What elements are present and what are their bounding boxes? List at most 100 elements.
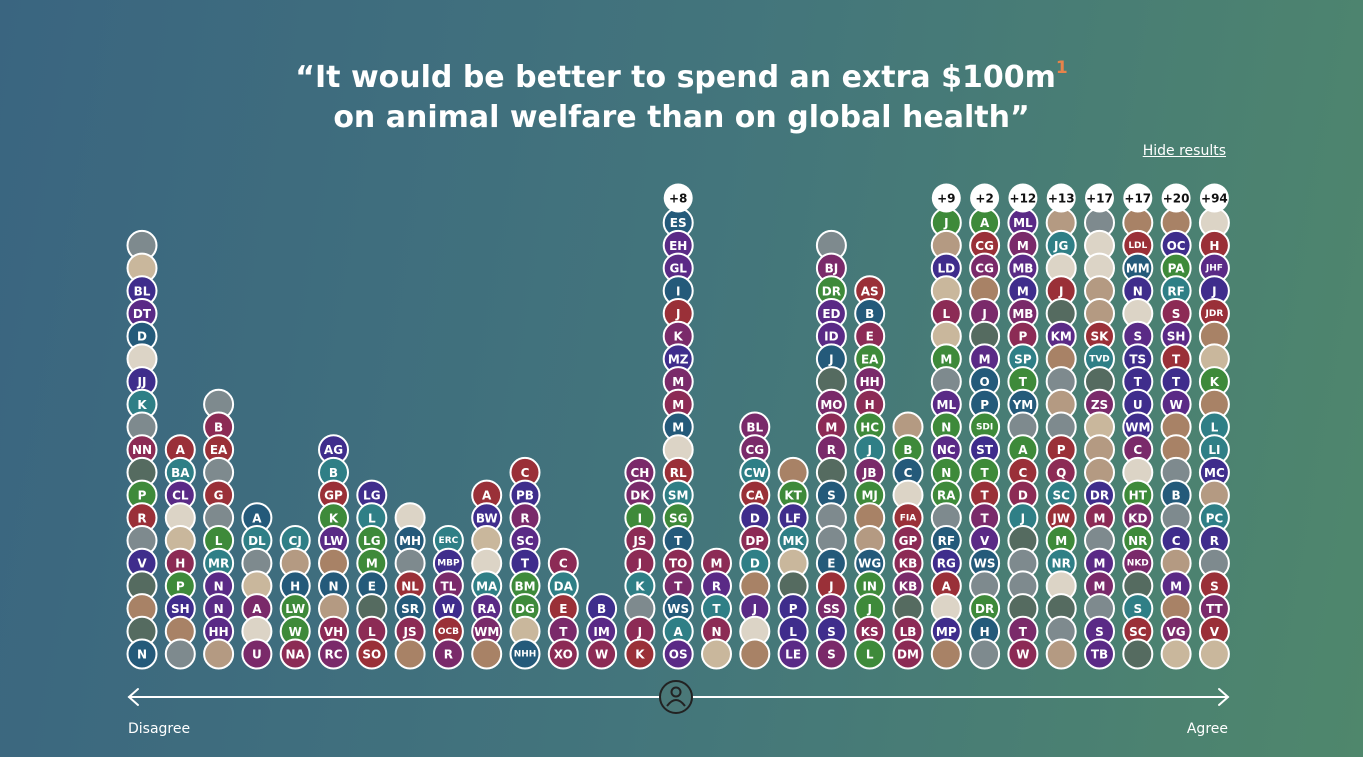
avatar[interactable]: A [241,502,273,534]
avatar[interactable]: WM [471,615,503,647]
avatar[interactable] [701,638,732,670]
avatar[interactable] [930,638,962,670]
avatar[interactable]: SM [662,479,694,511]
avatar[interactable]: DP [739,525,771,556]
avatar[interactable]: DK [624,479,656,511]
user-handle[interactable] [659,680,693,714]
avatar[interactable]: LD [930,252,962,284]
avatar[interactable]: W [432,593,464,625]
avatar[interactable]: LI [1198,434,1230,466]
avatar[interactable]: DR [969,593,1001,625]
avatar[interactable]: WS [969,547,1001,579]
avatar[interactable]: BM [509,570,541,602]
avatar[interactable] [969,638,1001,670]
avatar[interactable]: K [624,638,656,670]
avatar[interactable]: T [1007,366,1039,398]
avatar[interactable]: AS [854,275,886,307]
avatar[interactable]: SG [662,502,694,534]
avatar[interactable]: M [1160,570,1192,602]
avatar[interactable]: CW [739,456,771,488]
avatar[interactable]: LE [777,638,809,670]
avatar[interactable]: YM [1007,388,1039,420]
avatar[interactable]: J [815,343,847,375]
avatar[interactable]: WG [854,547,886,579]
avatar[interactable]: T [1160,366,1192,398]
avatar[interactable]: SC [1122,615,1154,647]
avatar[interactable]: WM [1122,411,1154,443]
avatar[interactable]: NHH [509,638,541,670]
avatar[interactable]: JG [1045,229,1077,261]
avatar[interactable]: ST [969,434,1001,466]
hide-results-link[interactable]: Hide results [1142,143,1226,159]
avatar[interactable]: TB [1084,638,1115,670]
avatar[interactable] [1122,638,1154,670]
avatar[interactable]: SO [356,638,388,670]
avatar[interactable]: B [318,456,349,488]
avatar[interactable]: C [892,456,924,488]
avatar[interactable]: XO [547,638,579,670]
avatar[interactable]: O [969,366,1001,398]
avatar[interactable]: BA [164,456,196,488]
avatar[interactable]: CL [164,479,196,511]
avatar[interactable]: V [1198,615,1230,647]
avatar[interactable]: W [1007,638,1039,670]
avatar[interactable]: S [1198,570,1230,602]
avatar[interactable]: ED [815,298,847,329]
avatar[interactable]: TT [1198,593,1230,625]
avatar[interactable]: N [126,638,158,670]
avatar[interactable]: SP [1007,343,1039,375]
avatar[interactable]: S [815,638,847,670]
avatar[interactable]: M [662,388,694,420]
footnote[interactable]: 1 [1055,58,1068,78]
avatar[interactable]: BJ [815,252,847,284]
avatar[interactable]: M [815,411,847,443]
avatar[interactable]: SR [394,593,426,625]
avatar[interactable]: WS [662,593,694,625]
avatar[interactable]: TS [1122,343,1154,375]
avatar[interactable] [394,638,426,670]
avatar[interactable] [1160,638,1192,670]
avatar[interactable]: L [356,615,388,647]
avatar[interactable]: MH [394,525,426,556]
avatar[interactable]: B [854,298,886,329]
avatar[interactable]: NL [394,570,426,602]
avatar[interactable]: IN [854,570,886,602]
avatar[interactable]: CH [624,456,656,488]
avatar[interactable]: MR [203,547,235,579]
avatar[interactable]: MP [930,615,962,647]
avatar[interactable]: SC [1045,479,1077,511]
avatar[interactable]: E [815,547,847,579]
avatar[interactable]: KT [777,479,809,511]
avatar[interactable]: HH [203,615,235,647]
avatar[interactable]: RA [930,479,962,511]
avatar[interactable]: JW [1045,502,1077,534]
avatar[interactable]: DM [892,638,924,670]
avatar[interactable]: CJ [279,525,311,556]
avatar[interactable]: EA [854,343,886,375]
avatar[interactable]: R [509,502,541,534]
avatar[interactable]: LW [279,593,311,625]
avatar[interactable]: T [969,502,1001,534]
avatar[interactable]: U [241,638,273,670]
avatar[interactable]: RF [930,525,962,556]
avatar[interactable]: M [1084,570,1115,602]
avatar[interactable]: MZ [662,343,694,375]
avatar[interactable]: MA [471,570,503,602]
avatar[interactable]: PA [1160,252,1192,284]
avatar[interactable]: BL [739,411,771,443]
avatar[interactable] [739,638,771,670]
avatar[interactable]: KM [1045,320,1077,352]
avatar[interactable]: FIA [892,502,924,534]
avatar[interactable]: RC [318,638,349,670]
avatar[interactable]: S [815,479,847,511]
avatar[interactable]: T [662,570,694,602]
avatar[interactable]: NR [1045,547,1077,579]
avatar[interactable] [203,638,235,670]
avatar[interactable]: NA [279,638,311,670]
avatar[interactable]: L [356,502,388,534]
avatar[interactable]: LW [318,525,349,556]
avatar[interactable]: A [1007,434,1039,466]
avatar[interactable]: N [930,456,962,488]
avatar[interactable]: L [854,638,886,670]
avatar[interactable]: SH [164,593,196,625]
